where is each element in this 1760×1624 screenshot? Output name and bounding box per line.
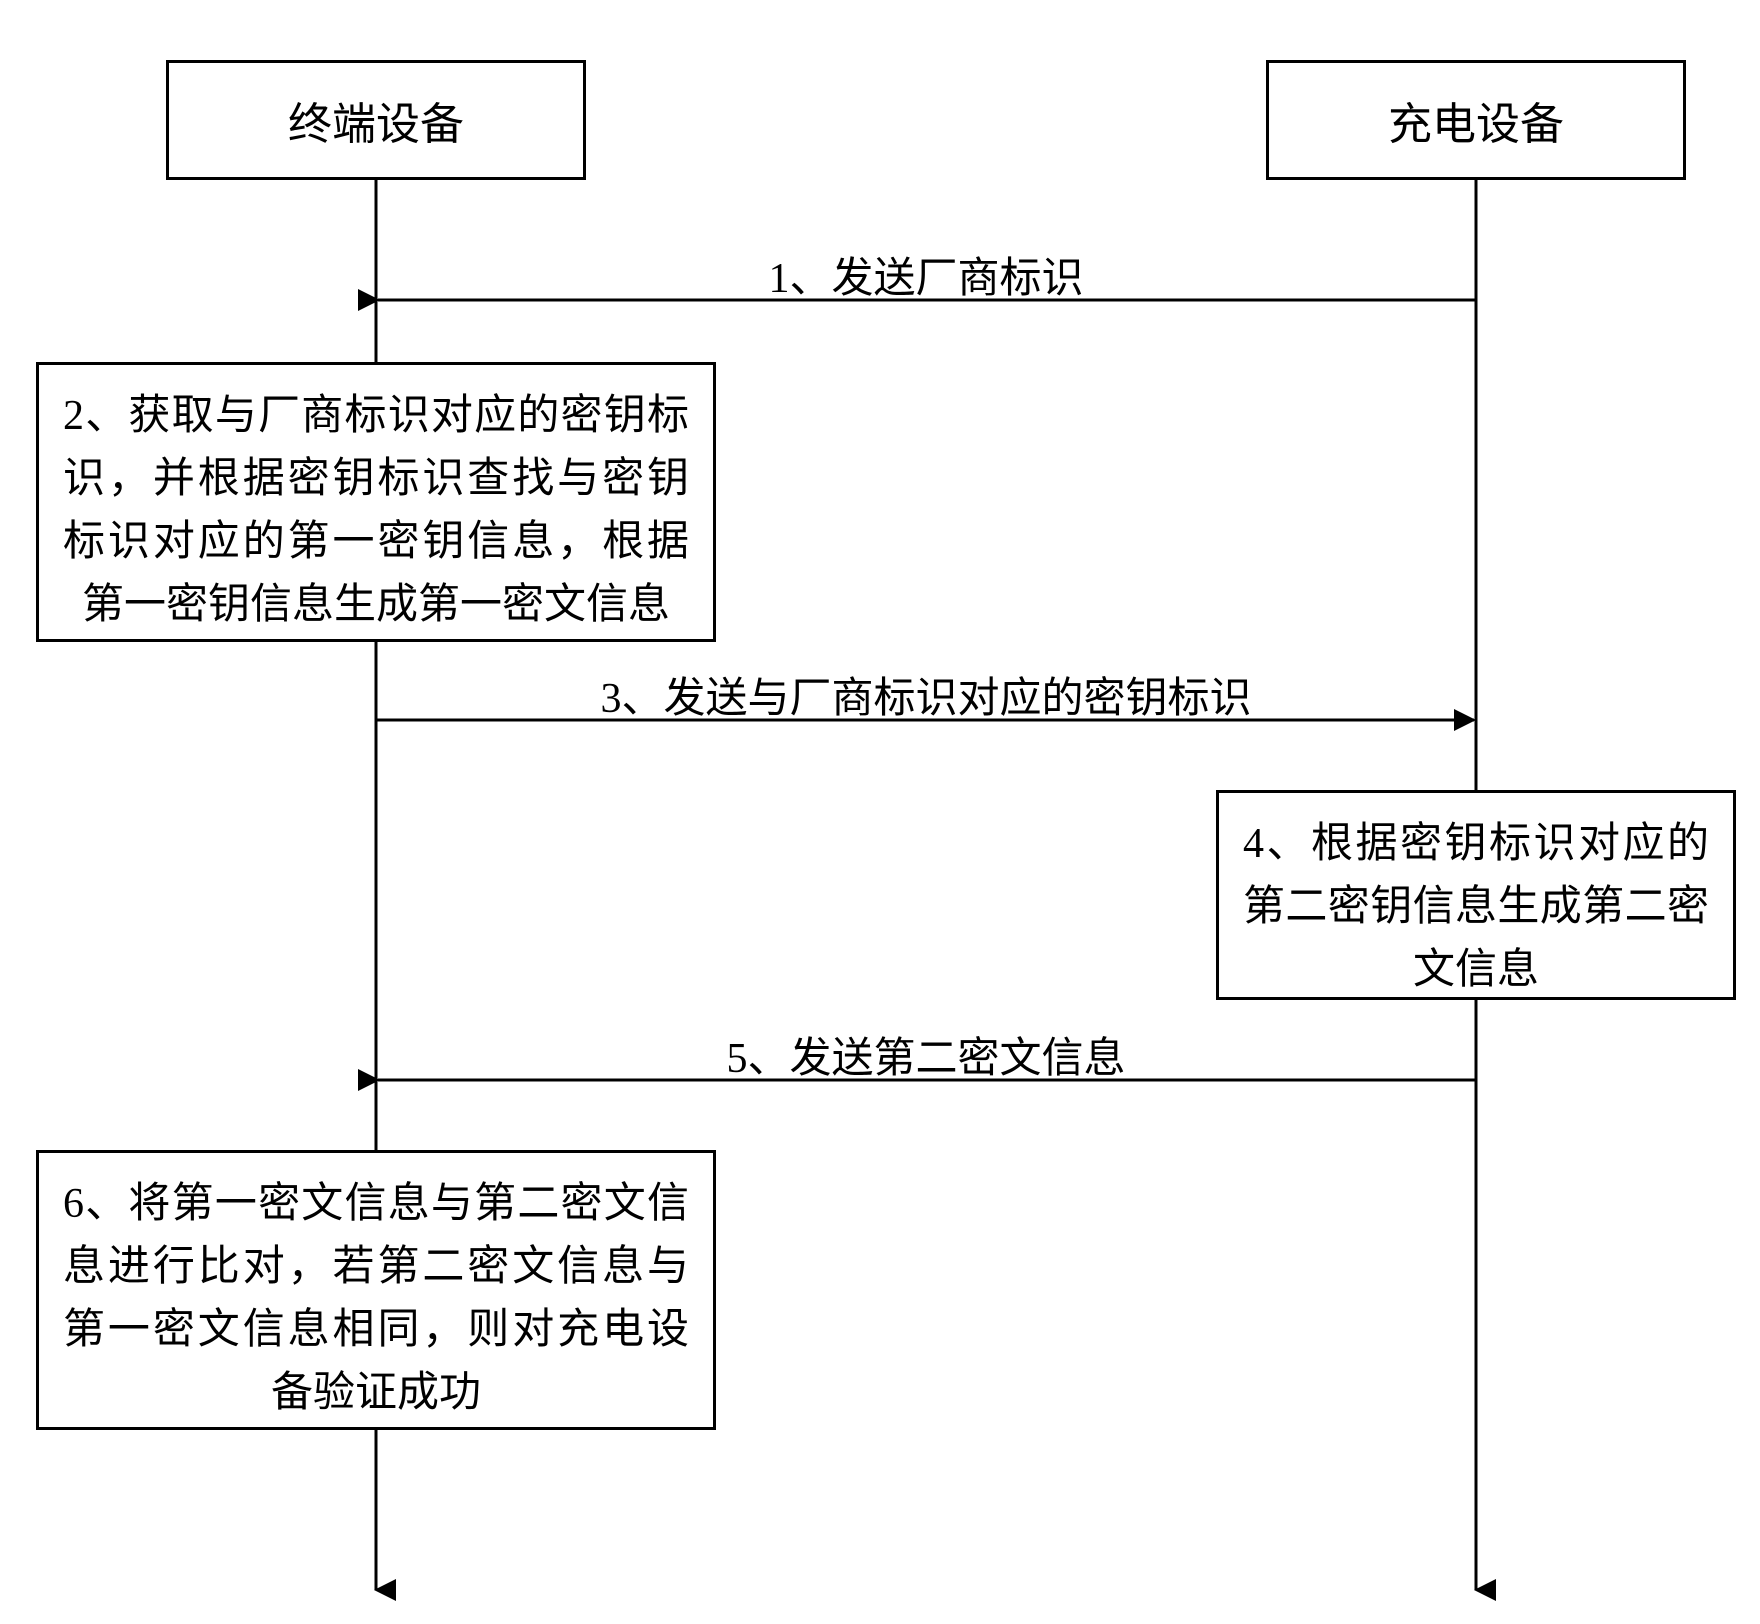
message-1-label: 1、发送厂商标识 [426, 244, 1426, 305]
lifeline-left-header: 终端设备 [166, 60, 586, 180]
step-6-box: 6、将第一密文信息与第二密文信息进行比对，若第二密文信息与第一密文信息相同，则对… [36, 1150, 716, 1430]
message-5-label: 5、发送第二密文信息 [426, 1024, 1426, 1085]
message-3-label: 3、发送与厂商标识对应的密钥标识 [426, 664, 1426, 725]
lifeline-right-header: 充电设备 [1266, 60, 1686, 180]
message-1-text: 1、发送厂商标识 [768, 256, 1083, 302]
step-6-text: 6、将第一密文信息与第二密文信息进行比对，若第二密文信息与第一密文信息相同，则对… [63, 1181, 689, 1416]
message-3-text: 3、发送与厂商标识对应的密钥标识 [600, 676, 1251, 722]
step-4-text: 4、根据密钥标识对应的第二密钥信息生成第二密文信息 [1243, 821, 1709, 993]
sequence-diagram: 终端设备 充电设备 2、获取与厂商标识对应的密钥标识，并根据密钥标识查找与密钥标… [0, 0, 1760, 1624]
lifeline-left-label: 终端设备 [288, 88, 464, 152]
message-5-text: 5、发送第二密文信息 [726, 1036, 1125, 1082]
step-2-box: 2、获取与厂商标识对应的密钥标识，并根据密钥标识查找与密钥标识对应的第一密钥信息… [36, 362, 716, 642]
step-4-box: 4、根据密钥标识对应的第二密钥信息生成第二密文信息 [1216, 790, 1736, 1000]
lifeline-right-label: 充电设备 [1388, 88, 1564, 152]
step-2-text: 2、获取与厂商标识对应的密钥标识，并根据密钥标识查找与密钥标识对应的第一密钥信息… [63, 393, 689, 628]
